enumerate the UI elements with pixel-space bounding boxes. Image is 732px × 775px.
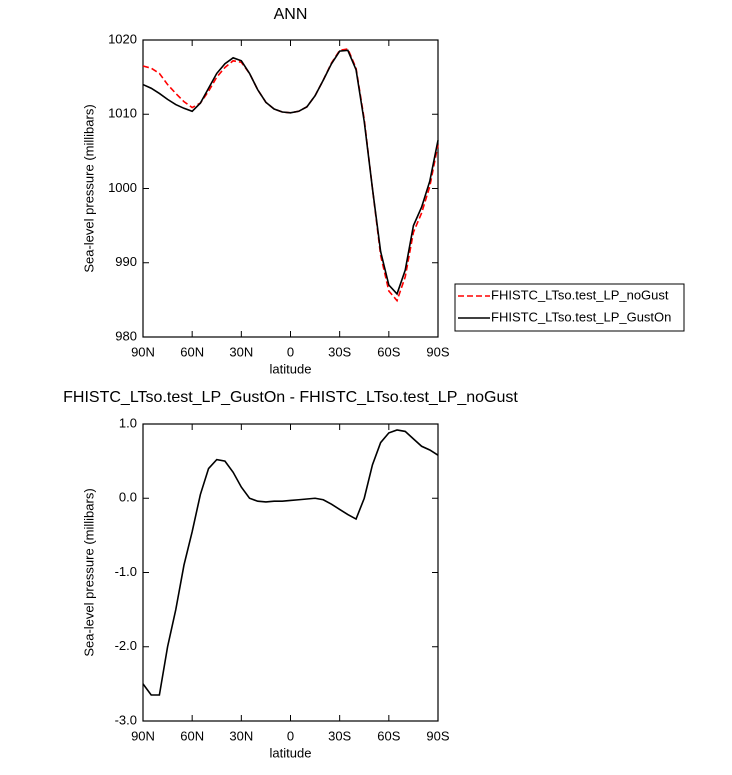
legend-label: FHISTC_LTso.test_LP_GustOn (491, 309, 671, 324)
x-tick-label: 30N (229, 344, 253, 359)
y-tick-label: 990 (115, 254, 137, 269)
data-line (142, 429, 439, 696)
x-tick-label: 0 (287, 728, 294, 743)
x-tick-label: 60S (377, 344, 400, 359)
x-axis-label: latitude (270, 361, 312, 376)
x-tick-label: 60S (377, 728, 400, 743)
x-tick-label: 30N (229, 728, 253, 743)
x-tick-label: 90N (131, 728, 155, 743)
legend-label: FHISTC_LTso.test_LP_noGust (491, 287, 669, 302)
y-tick-label: 980 (115, 328, 137, 343)
y-axis-label: Sea-level pressure (millibars) (81, 104, 96, 272)
x-tick-label: 90N (131, 344, 155, 359)
data-line (142, 48, 439, 303)
legend-box (454, 283, 685, 332)
x-tick-label: 60N (180, 344, 204, 359)
y-tick-label: 1.0 (119, 415, 137, 430)
x-axis-label: latitude (270, 745, 312, 760)
x-tick-label: 90S (426, 728, 449, 743)
chart-title: FHISTC_LTso.test_LP_GustOn - FHISTC_LTso… (63, 389, 518, 406)
x-tick-label: 90S (426, 344, 449, 359)
data-line (142, 49, 439, 296)
x-tick-label: 30S (328, 344, 351, 359)
y-tick-label: 1000 (108, 180, 137, 195)
y-tick-label: 1020 (108, 31, 137, 46)
plot-frame (142, 39, 439, 338)
y-tick-label: -2.0 (115, 638, 137, 653)
x-tick-label: 0 (287, 344, 294, 359)
y-tick-label: 1010 (108, 106, 137, 121)
x-tick-label: 60N (180, 728, 204, 743)
y-axis-label: Sea-level pressure (millibars) (81, 488, 96, 656)
x-tick-label: 30S (328, 728, 351, 743)
y-tick-label: 0.0 (119, 490, 137, 505)
plot-frame (142, 423, 439, 722)
chart-title: ANN (274, 6, 308, 23)
y-tick-label: -1.0 (115, 564, 137, 579)
y-tick-label: -3.0 (115, 712, 137, 727)
